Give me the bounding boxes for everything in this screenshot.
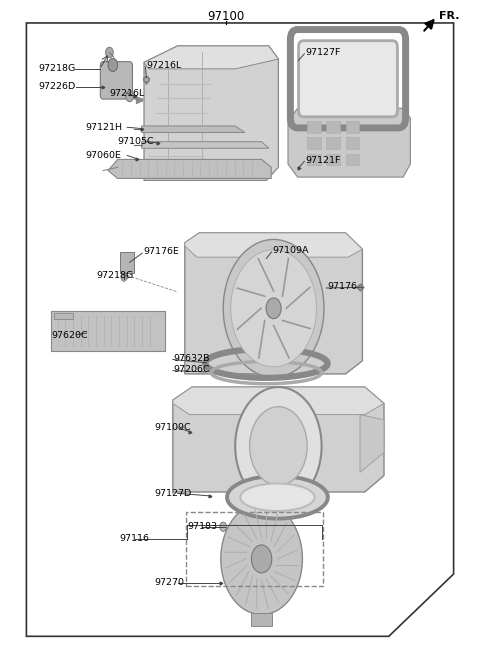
Text: 97632B: 97632B <box>174 354 210 363</box>
Circle shape <box>121 274 127 281</box>
Circle shape <box>108 58 118 72</box>
Text: 97116: 97116 <box>119 534 149 543</box>
Text: 97218G: 97218G <box>96 271 133 280</box>
Text: FR.: FR. <box>439 11 460 22</box>
Ellipse shape <box>240 483 315 511</box>
Text: 97109A: 97109A <box>273 246 309 255</box>
Bar <box>307 137 321 149</box>
Circle shape <box>223 239 324 377</box>
Text: 97226D: 97226D <box>38 82 75 91</box>
Text: 97216L: 97216L <box>146 61 181 70</box>
Bar <box>346 137 359 149</box>
Polygon shape <box>360 415 384 472</box>
Text: 97109C: 97109C <box>155 423 191 432</box>
FancyBboxPatch shape <box>120 252 134 273</box>
FancyBboxPatch shape <box>51 311 165 351</box>
Polygon shape <box>185 233 362 374</box>
Polygon shape <box>142 126 245 133</box>
Bar <box>346 121 359 133</box>
Bar <box>346 154 359 165</box>
Polygon shape <box>142 142 269 148</box>
Polygon shape <box>173 387 384 415</box>
Text: 97270: 97270 <box>155 578 184 587</box>
FancyBboxPatch shape <box>100 62 132 99</box>
Bar <box>326 137 340 149</box>
Circle shape <box>266 298 281 319</box>
Text: 97100: 97100 <box>207 10 244 23</box>
Circle shape <box>252 545 272 573</box>
Bar <box>307 121 321 133</box>
Circle shape <box>220 522 227 531</box>
Text: 97218G: 97218G <box>38 64 75 73</box>
Bar <box>251 613 272 626</box>
Bar <box>307 154 321 165</box>
Text: 97216L: 97216L <box>109 89 144 98</box>
Circle shape <box>250 407 307 485</box>
Text: 97127F: 97127F <box>305 48 341 57</box>
Bar <box>326 154 340 165</box>
Bar <box>326 121 340 133</box>
Polygon shape <box>185 233 362 257</box>
Polygon shape <box>144 46 278 180</box>
Text: 97183: 97183 <box>187 522 217 531</box>
Text: 97206C: 97206C <box>174 365 210 374</box>
Circle shape <box>221 503 302 615</box>
FancyBboxPatch shape <box>299 41 397 117</box>
Circle shape <box>106 47 113 58</box>
Text: 97105C: 97105C <box>118 137 154 146</box>
Polygon shape <box>288 108 410 177</box>
Text: 97121H: 97121H <box>85 123 122 132</box>
Polygon shape <box>173 387 384 493</box>
Text: 97127D: 97127D <box>155 489 192 498</box>
Text: 97176E: 97176E <box>143 247 179 256</box>
Polygon shape <box>108 159 271 178</box>
Text: 97620C: 97620C <box>52 331 88 340</box>
Circle shape <box>126 91 133 102</box>
Polygon shape <box>144 46 278 69</box>
Circle shape <box>235 387 322 505</box>
Ellipse shape <box>227 476 328 518</box>
Text: 97176: 97176 <box>327 282 357 291</box>
Text: 97060E: 97060E <box>85 151 121 160</box>
Bar <box>54 313 73 319</box>
Circle shape <box>231 250 316 367</box>
Text: 97121F: 97121F <box>305 155 341 165</box>
